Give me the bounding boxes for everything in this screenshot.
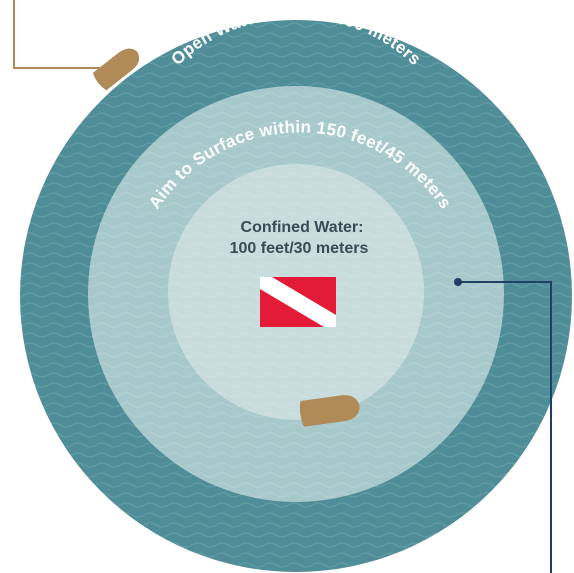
confined-water-label-line2: 100 feet/30 meters: [230, 240, 369, 257]
callout-line-left: [13, 0, 100, 69]
dive-flag-icon: [260, 277, 336, 327]
boat-icon: [299, 395, 360, 427]
callout-line-right: [458, 281, 552, 573]
confined-water-label-line1: Confined Water:: [241, 219, 364, 236]
callout-dot-right: [454, 278, 462, 286]
boat-icon: [92, 48, 140, 91]
